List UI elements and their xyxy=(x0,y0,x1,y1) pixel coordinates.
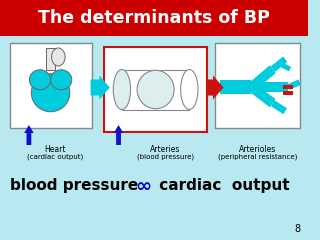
Text: cardiac  output: cardiac output xyxy=(154,178,290,193)
Text: Arteries: Arteries xyxy=(150,145,180,154)
Bar xyxy=(10,43,92,128)
Ellipse shape xyxy=(52,48,65,66)
Bar xyxy=(215,43,300,128)
Text: The determinants of BP: The determinants of BP xyxy=(38,9,270,27)
Text: Arterioles: Arterioles xyxy=(239,145,276,154)
Polygon shape xyxy=(271,100,287,114)
Text: (peripheral resistance): (peripheral resistance) xyxy=(218,153,297,160)
FancyArrow shape xyxy=(206,76,224,100)
Bar xyxy=(283,85,293,89)
Bar xyxy=(104,47,207,132)
FancyArrow shape xyxy=(114,125,123,145)
Polygon shape xyxy=(249,83,276,107)
Bar xyxy=(46,48,55,70)
FancyArrow shape xyxy=(24,125,34,145)
Text: blood pressure: blood pressure xyxy=(10,178,143,193)
Text: (blood pressure): (blood pressure) xyxy=(137,153,194,160)
Bar xyxy=(283,91,293,95)
Ellipse shape xyxy=(113,70,131,109)
Polygon shape xyxy=(277,61,291,72)
Polygon shape xyxy=(287,79,301,90)
Bar xyxy=(220,80,251,94)
Ellipse shape xyxy=(31,74,70,112)
Text: (cardiac output): (cardiac output) xyxy=(27,153,84,160)
Text: ∞: ∞ xyxy=(135,177,151,196)
Bar xyxy=(122,70,189,109)
Polygon shape xyxy=(248,65,276,91)
Ellipse shape xyxy=(181,70,198,109)
Circle shape xyxy=(137,70,174,109)
Polygon shape xyxy=(271,56,287,72)
FancyArrow shape xyxy=(91,76,110,100)
Text: Heart: Heart xyxy=(45,145,66,154)
Ellipse shape xyxy=(29,70,51,90)
Ellipse shape xyxy=(51,70,72,90)
Text: 8: 8 xyxy=(294,224,301,234)
Bar xyxy=(0,0,308,36)
Polygon shape xyxy=(252,82,288,92)
